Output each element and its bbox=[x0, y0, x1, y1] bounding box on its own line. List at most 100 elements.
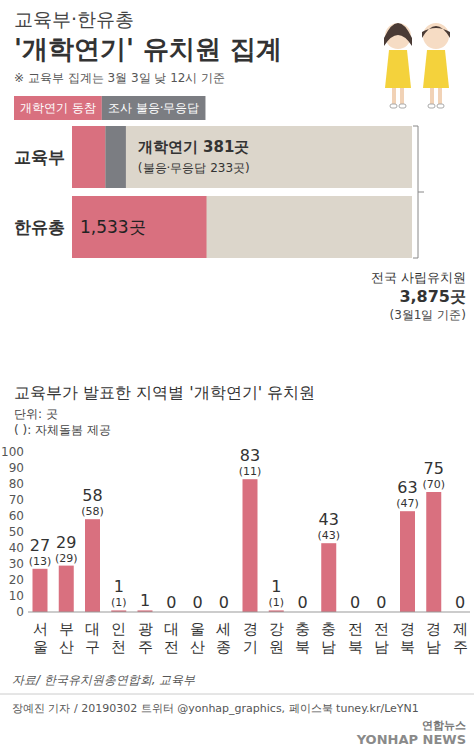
x-tick-label: 대구 bbox=[85, 620, 100, 656]
x-tick-label: 광주 bbox=[138, 620, 153, 656]
bar-segment bbox=[105, 126, 125, 188]
data-label: (불응·무응답 233곳) bbox=[138, 161, 250, 175]
kid-leg bbox=[430, 86, 434, 104]
value-label: 0 bbox=[455, 593, 465, 612]
y-tick-label: 80 bbox=[9, 477, 24, 491]
x-tick-char: 전 bbox=[374, 620, 389, 638]
x-tick-label: 부산 bbox=[59, 620, 74, 656]
self-care-label: (1) bbox=[111, 596, 127, 609]
self-care-label: (11) bbox=[239, 465, 262, 478]
value-label: 63 bbox=[397, 478, 417, 497]
value-label: 75 bbox=[424, 459, 444, 478]
x-tick-char: 남 bbox=[321, 638, 336, 656]
x-tick-char: 전 bbox=[164, 638, 179, 656]
x-tick-char: 강 bbox=[269, 620, 284, 638]
value-label: 0 bbox=[297, 593, 307, 612]
row-label: 한유총 bbox=[14, 217, 65, 237]
chart-title: 교육부가 발표한 지역별 '개학연기' 유치원 bbox=[14, 383, 315, 402]
kid-leg bbox=[438, 86, 442, 104]
total-name: 전국 사립유치원 bbox=[371, 270, 466, 285]
value-label: 43 bbox=[319, 510, 339, 529]
x-tick-label: 충북 bbox=[295, 620, 310, 656]
x-tick-char: 울 bbox=[33, 638, 48, 656]
self-care-label: (13) bbox=[29, 555, 52, 568]
x-tick-char: 주 bbox=[453, 638, 468, 656]
y-tick-label: 20 bbox=[9, 573, 24, 587]
bracket bbox=[413, 126, 424, 258]
data-label: 개학연기 381곳 bbox=[138, 138, 250, 156]
x-tick-label: 충남 bbox=[321, 620, 336, 656]
value-label: 1 bbox=[140, 591, 150, 610]
title: '개학연기' 유치원 집계 bbox=[14, 34, 282, 64]
x-tick-label: 경남 bbox=[426, 620, 441, 656]
x-tick-char: 충 bbox=[295, 620, 310, 638]
x-tick-label: 대전 bbox=[164, 620, 179, 656]
source: 자료/ 한국유치원총연합회, 교육부 bbox=[12, 673, 196, 687]
legend-swatch bbox=[14, 96, 102, 120]
self-care-label: (47) bbox=[396, 497, 419, 510]
value-label: 29 bbox=[56, 533, 76, 552]
bar bbox=[33, 569, 48, 612]
self-care-label: (70) bbox=[422, 478, 445, 491]
y-tick-label: 60 bbox=[9, 509, 24, 523]
footer-rule bbox=[0, 694, 474, 695]
kid-leg bbox=[400, 86, 404, 104]
subtitle: 교육부·한유총 bbox=[14, 8, 134, 30]
kid-hair bbox=[384, 23, 412, 46]
x-tick-label: 전북 bbox=[348, 620, 363, 656]
x-tick-label: 전남 bbox=[374, 620, 389, 656]
credit: 장예진 기자 / 20190302 트위터 @yonhap_graphics, … bbox=[12, 702, 419, 715]
kid-head bbox=[385, 23, 411, 49]
x-tick-char: 부 bbox=[59, 620, 74, 638]
value-label: 0 bbox=[219, 593, 229, 612]
x-tick-char: 경 bbox=[400, 620, 415, 638]
kid-shoe bbox=[399, 104, 406, 108]
x-tick-char: 북 bbox=[348, 638, 363, 656]
x-tick-char: 충 bbox=[321, 620, 336, 638]
kid-head bbox=[423, 23, 449, 49]
y-tick-label: 50 bbox=[9, 525, 24, 539]
legend-label: 조사 불응·무응답 bbox=[108, 101, 200, 115]
value-label: 0 bbox=[350, 593, 360, 612]
kid-body bbox=[423, 50, 449, 88]
x-tick-char: 세 bbox=[216, 620, 231, 638]
value-label: 58 bbox=[82, 486, 102, 505]
bar bbox=[400, 511, 415, 612]
x-tick-label: 서울 bbox=[33, 620, 48, 656]
legend-label: 개학연기 동참 bbox=[20, 101, 96, 115]
x-tick-char: 산 bbox=[59, 638, 74, 656]
x-tick-char: 대 bbox=[164, 620, 179, 638]
x-tick-char: 주 bbox=[138, 638, 153, 656]
y-tick-label: 10 bbox=[9, 589, 24, 603]
self-care-label: (58) bbox=[81, 505, 104, 518]
logo-en: YONHAP NEWS bbox=[356, 732, 466, 747]
bar bbox=[243, 479, 258, 612]
kid-shoe bbox=[390, 104, 397, 108]
infographic: 교육부·한유총 '개학연기' 유치원 집계 ※ 교육부 집계는 3월 3일 낮 12… bbox=[0, 0, 474, 750]
bar bbox=[59, 566, 74, 612]
x-tick-char: 인 bbox=[111, 620, 126, 638]
total-note: (3월1일 기준) bbox=[390, 308, 466, 322]
y-tick-label: 70 bbox=[9, 493, 24, 507]
bar-segment bbox=[72, 196, 207, 258]
value-label: 27 bbox=[30, 536, 50, 555]
annotation: ( ): 자체돌봄 제공 bbox=[14, 423, 111, 437]
total-bar bbox=[72, 196, 412, 258]
x-tick-char: 원 bbox=[269, 638, 284, 656]
value-label: 1 bbox=[271, 577, 281, 596]
note: ※ 교육부 집계는 3월 3일 낮 12시 기준 bbox=[14, 71, 225, 85]
self-care-label: (43) bbox=[317, 529, 340, 542]
bar-segment bbox=[72, 126, 105, 188]
total-label: 3,875곳 bbox=[399, 287, 466, 306]
x-tick-char: 울 bbox=[190, 620, 205, 638]
total-bar bbox=[72, 126, 412, 188]
x-tick-char: 서 bbox=[33, 620, 48, 638]
x-tick-char: 전 bbox=[348, 620, 363, 638]
x-tick-char: 남 bbox=[426, 638, 441, 656]
logo-ko: 연합뉴스 bbox=[422, 719, 466, 732]
kid-body bbox=[385, 50, 411, 88]
y-tick-label: 0 bbox=[16, 605, 24, 619]
value-label: 0 bbox=[166, 593, 176, 612]
x-tick-char: 남 bbox=[374, 638, 389, 656]
kid-hair bbox=[422, 26, 450, 38]
